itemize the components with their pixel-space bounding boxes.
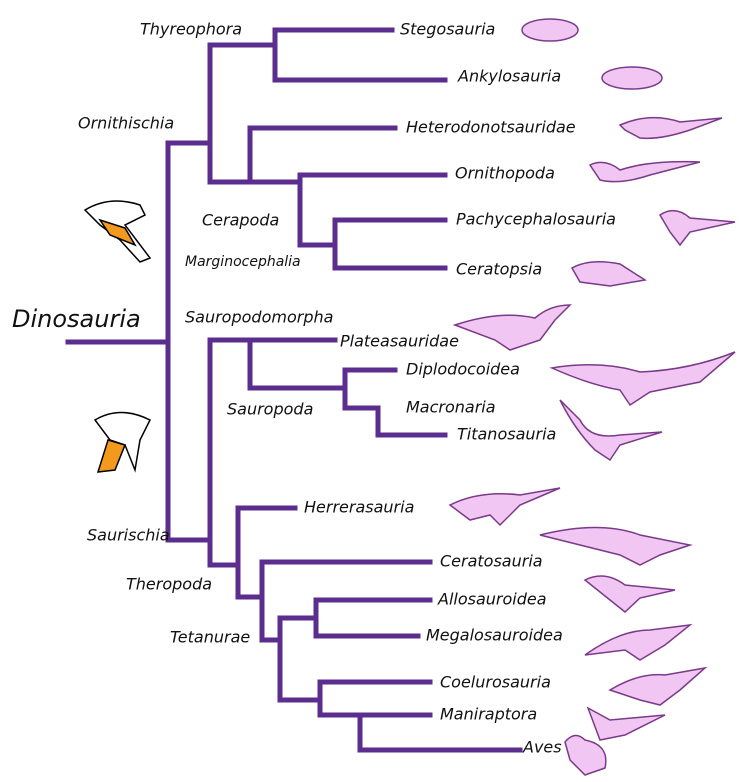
taxon-label: Plateasauridae xyxy=(340,332,459,351)
silhouette xyxy=(570,261,648,287)
silhouette xyxy=(601,66,663,90)
clade-label: Saurischia xyxy=(87,526,170,545)
taxon-label: Ceratopsia xyxy=(456,260,542,279)
silhouette xyxy=(564,734,607,776)
taxon-label: Megalosauroidea xyxy=(426,626,563,645)
taxon-label: Titanosauria xyxy=(457,425,556,444)
pelvis-icon xyxy=(98,218,137,247)
silhouette xyxy=(448,487,561,527)
root-label: Dinosauria xyxy=(12,305,141,333)
silhouette xyxy=(539,526,693,566)
taxon-label: Aves xyxy=(522,738,562,757)
silhouette xyxy=(584,623,693,661)
branches xyxy=(65,27,523,753)
branch xyxy=(65,27,448,543)
clade-label: Theropoda xyxy=(126,575,212,594)
clade-label: Cerapoda xyxy=(202,211,279,230)
taxon-label: Macronaria xyxy=(406,398,496,417)
pelvis-icons xyxy=(83,200,152,473)
silhouette xyxy=(588,160,701,183)
silhouette xyxy=(586,706,666,741)
clade-label: Ornithischia xyxy=(78,114,174,133)
branch xyxy=(165,337,523,753)
silhouette xyxy=(521,18,579,42)
taxon-label: Ankylosauria xyxy=(457,67,561,86)
clade-labels: Thyreophora Ornithischia Cerapoda Margin… xyxy=(78,20,333,647)
taxon-label: Diplodocoidea xyxy=(406,360,520,379)
silhouette xyxy=(658,209,736,247)
clade-label: Sauropoda xyxy=(227,400,313,419)
silhouette xyxy=(608,666,708,706)
silhouette xyxy=(452,304,572,351)
silhouette xyxy=(618,116,723,140)
clade-label: Sauropodomorpha xyxy=(185,308,333,327)
clade-label: Thyreophora xyxy=(140,20,242,39)
taxon-label: Allosauroidea xyxy=(437,590,547,609)
silhouette xyxy=(559,399,663,462)
taxon-label: Pachycephalosauria xyxy=(456,210,616,229)
silhouette xyxy=(549,351,736,407)
taxon-label: Maniraptora xyxy=(440,705,537,724)
pelvis-icon xyxy=(93,411,152,473)
taxon-label: Heterodonotsauridae xyxy=(406,118,576,137)
taxon-label: Ornithopoda xyxy=(455,164,555,183)
clade-label: Marginocephalia xyxy=(185,254,301,270)
pelvis-icon xyxy=(96,439,127,473)
taxon-label: Coelurosauria xyxy=(440,673,551,692)
taxon-label: Ceratosauria xyxy=(440,552,543,571)
clade-label: Tetanurae xyxy=(170,628,250,647)
taxon-label: Stegosauria xyxy=(400,20,495,39)
taxon-label: Herrerasauria xyxy=(304,498,414,517)
silhouettes xyxy=(448,18,736,776)
taxon-labels: Stegosauria Ankylosauria Heterodonotsaur… xyxy=(304,20,616,757)
silhouette xyxy=(583,575,676,613)
